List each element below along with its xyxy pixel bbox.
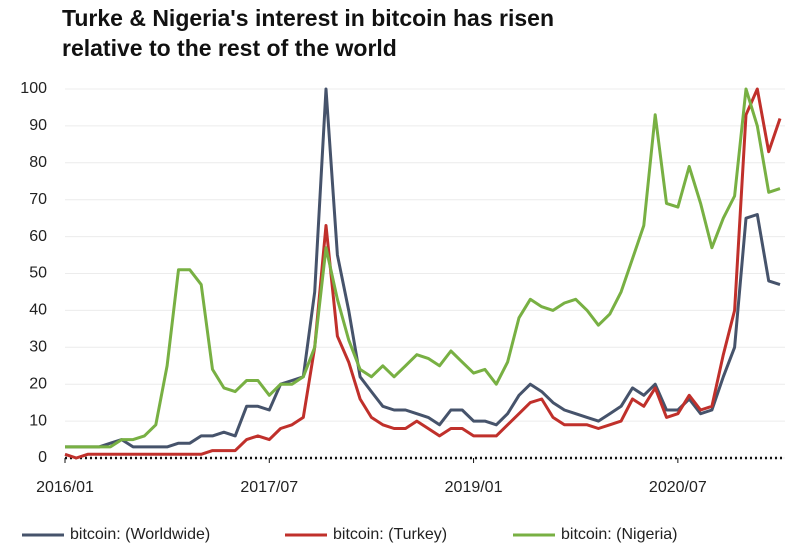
y-tick-label: 50 [29, 265, 47, 282]
x-tick-label: 2020/07 [649, 479, 707, 496]
chart-title: Turke & Nigeria's interest in bitcoin ha… [62, 5, 554, 31]
legend-label: bitcoin: (Worldwide) [70, 526, 210, 543]
y-tick-label: 20 [29, 375, 47, 392]
y-tick-label: 80 [29, 154, 47, 171]
legend-label: bitcoin: (Turkey) [333, 526, 447, 543]
y-tick-label: 40 [29, 302, 47, 319]
x-tick-label: 2019/01 [445, 479, 503, 496]
legend-label: bitcoin: (Nigeria) [561, 526, 677, 543]
y-tick-label: 0 [38, 449, 47, 466]
y-tick-label: 10 [29, 412, 47, 429]
y-tick-label: 30 [29, 339, 47, 356]
x-tick-label: 2017/07 [240, 479, 298, 496]
chart-title: relative to the rest of the world [62, 35, 397, 61]
y-tick-label: 90 [29, 117, 47, 134]
y-tick-label: 70 [29, 191, 47, 208]
series-line [65, 87, 781, 449]
x-tick-label: 2016/01 [36, 479, 94, 496]
series-line [65, 87, 781, 449]
series-line [64, 87, 782, 460]
y-tick-label: 100 [20, 80, 47, 97]
y-tick-label: 60 [29, 228, 47, 245]
